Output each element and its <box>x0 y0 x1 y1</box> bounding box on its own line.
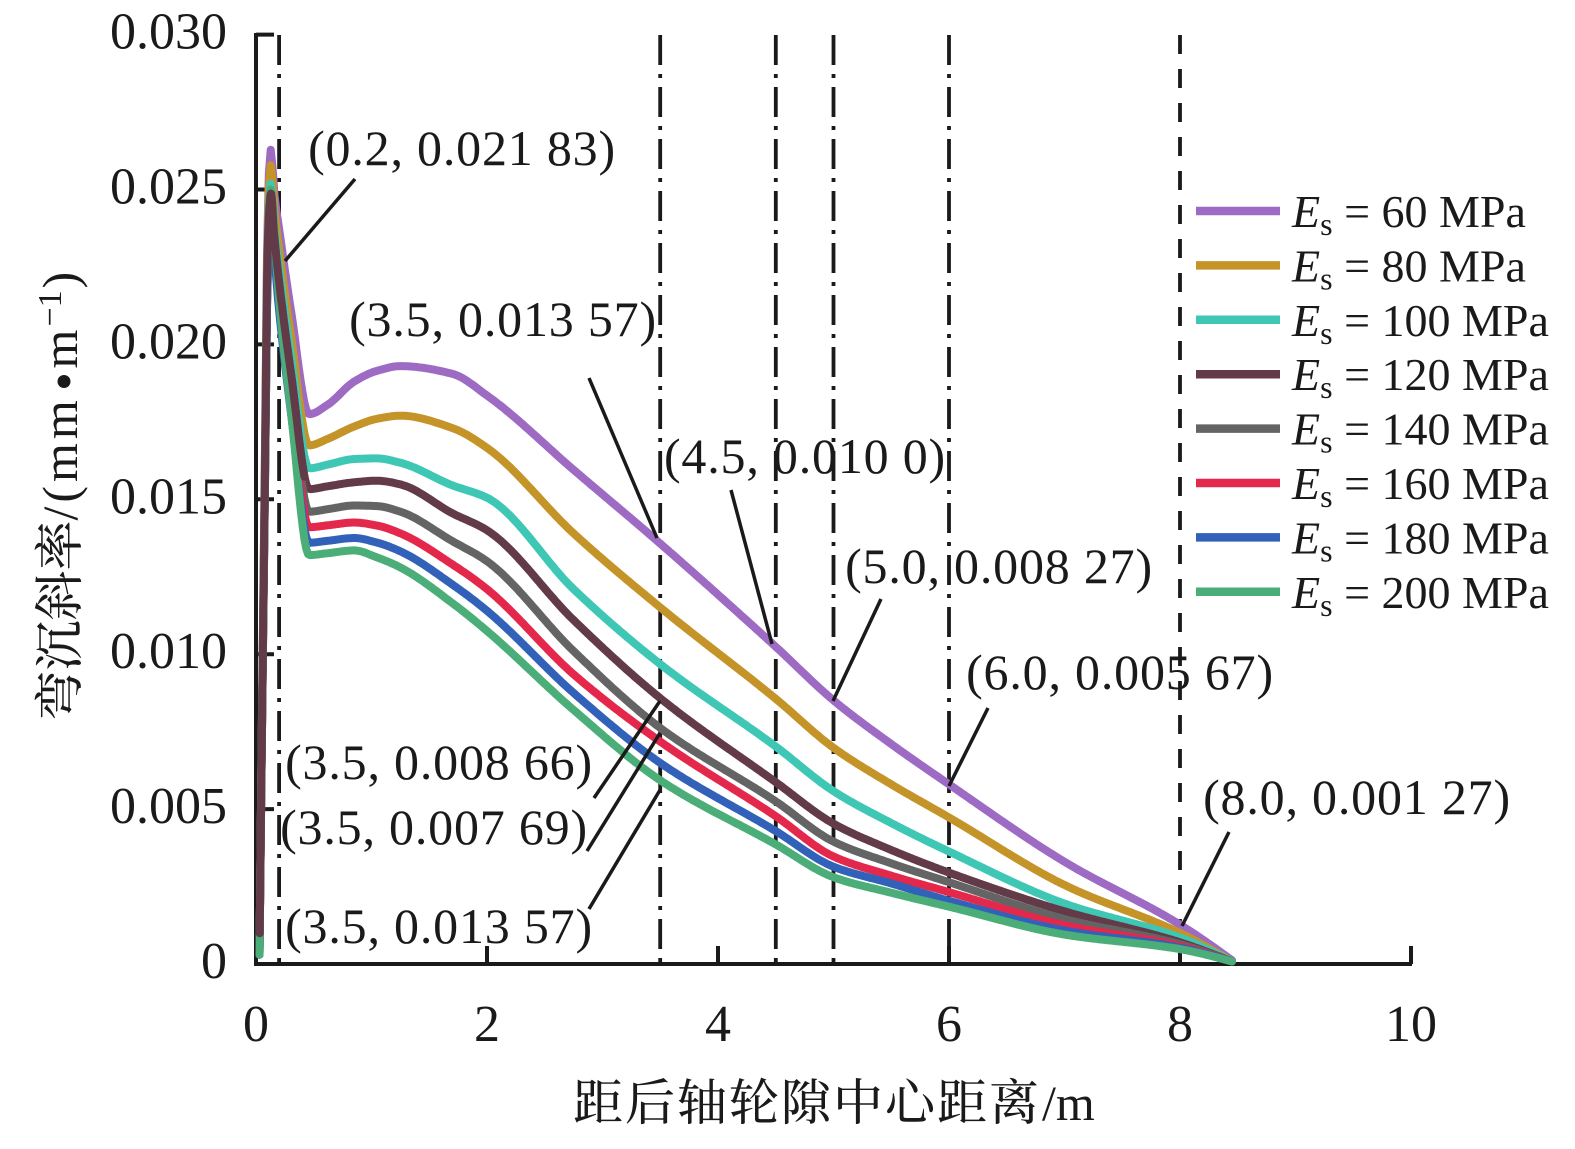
svg-text:(3.5, 0.013 57): (3.5, 0.013 57) <box>285 898 593 954</box>
svg-text:Es = 200 MPa: Es = 200 MPa <box>1291 567 1549 623</box>
svg-text:(6.0, 0.005 67): (6.0, 0.005 67) <box>966 644 1274 700</box>
svg-text:/m: /m <box>1042 1075 1095 1131</box>
svg-text:0.015: 0.015 <box>110 468 227 525</box>
svg-text:0.010: 0.010 <box>110 623 227 680</box>
svg-text:8: 8 <box>1167 996 1193 1053</box>
svg-text:Es = 140 MPa: Es = 140 MPa <box>1291 404 1549 460</box>
svg-text:Es = 60 MPa: Es = 60 MPa <box>1291 186 1526 242</box>
svg-text:(3.5, 0.013 57): (3.5, 0.013 57) <box>349 291 657 347</box>
svg-text:0.020: 0.020 <box>110 313 227 370</box>
svg-text:10: 10 <box>1385 996 1437 1053</box>
svg-text:6: 6 <box>936 996 962 1053</box>
svg-text:(5.0, 0.008 27): (5.0, 0.008 27) <box>845 538 1153 594</box>
svg-text:(3.5, 0.007 69): (3.5, 0.007 69) <box>280 799 588 855</box>
svg-text:−1: −1 <box>32 290 69 326</box>
svg-text:(0.2, 0.021 83): (0.2, 0.021 83) <box>308 120 616 176</box>
svg-text:(4.5, 0.010 0): (4.5, 0.010 0) <box>664 428 946 484</box>
svg-text:Es = 120 MPa: Es = 120 MPa <box>1291 349 1549 405</box>
svg-text:Es = 180 MPa: Es = 180 MPa <box>1291 512 1549 568</box>
svg-text:2: 2 <box>474 996 500 1053</box>
svg-text:0.005: 0.005 <box>110 778 227 835</box>
svg-text:/(mm: /(mm <box>32 396 88 520</box>
svg-text:0: 0 <box>243 996 269 1053</box>
svg-text:Es = 160 MPa: Es = 160 MPa <box>1291 458 1549 514</box>
svg-text:Es = 100 MPa: Es = 100 MPa <box>1291 295 1549 351</box>
svg-text:): ) <box>32 272 88 289</box>
svg-text:m: m <box>32 330 88 369</box>
svg-text:0.030: 0.030 <box>110 4 227 61</box>
svg-text:Es = 80 MPa: Es = 80 MPa <box>1291 240 1526 296</box>
svg-text:0.025: 0.025 <box>110 159 227 216</box>
svg-text:(3.5, 0.008 66): (3.5, 0.008 66) <box>285 734 593 790</box>
svg-text:0: 0 <box>201 933 227 990</box>
svg-text:4: 4 <box>705 996 731 1053</box>
svg-text:(8.0, 0.001 27): (8.0, 0.001 27) <box>1203 769 1511 825</box>
